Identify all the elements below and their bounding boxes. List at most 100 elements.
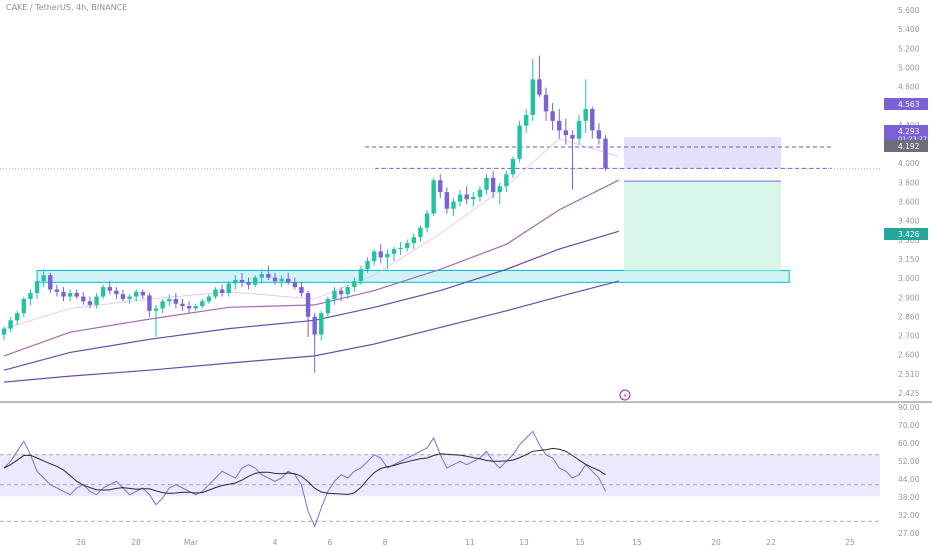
candle-body — [411, 237, 417, 244]
time-tick-label: 22 — [766, 538, 776, 547]
candle-body — [87, 301, 93, 305]
moving-average-line — [3, 280, 619, 383]
candle-body — [48, 275, 53, 290]
candle — [266, 265, 271, 280]
candle — [530, 59, 535, 121]
candle-body — [385, 253, 390, 258]
candle — [8, 316, 13, 333]
candle — [411, 233, 417, 250]
candle — [563, 118, 569, 145]
candle — [477, 186, 483, 202]
price-tick-label: 5.200 — [898, 44, 920, 53]
candle-body — [603, 138, 608, 169]
candle — [504, 170, 509, 193]
candle — [140, 289, 146, 299]
candle-body — [219, 289, 225, 294]
candle — [246, 277, 251, 290]
candle — [557, 108, 562, 139]
candle-body — [576, 120, 582, 139]
time-tick-label: 6 — [328, 538, 333, 547]
candle — [484, 174, 489, 195]
time-tick-label: 13 — [519, 538, 529, 547]
candle — [48, 272, 53, 294]
candle — [272, 272, 278, 285]
time-tick-label: Mar — [184, 538, 199, 547]
candle-body — [391, 249, 397, 254]
rsi-tick-label: 90.00 — [898, 403, 920, 412]
candle — [120, 289, 126, 302]
candle — [259, 269, 264, 284]
price-tick-label: 4.000 — [898, 159, 920, 168]
candle-body — [186, 306, 192, 309]
price-tick-label: 2.700 — [898, 332, 920, 341]
candle-body — [292, 282, 298, 288]
event-marker-icon — [619, 389, 631, 401]
candle — [54, 284, 60, 297]
candle — [147, 293, 152, 317]
candle-body — [537, 79, 542, 95]
candle — [398, 241, 403, 256]
candle — [21, 296, 27, 317]
candle-body — [160, 301, 165, 309]
candle-body — [424, 213, 430, 228]
candle-body — [200, 301, 205, 307]
candle — [583, 79, 588, 133]
candle — [517, 120, 522, 163]
candle-body — [206, 296, 212, 302]
candle — [226, 281, 231, 297]
candle-body — [464, 194, 469, 200]
candle-body — [54, 289, 60, 292]
countdown-bg — [884, 134, 928, 143]
candle-body — [563, 130, 569, 136]
candle-body — [226, 283, 231, 294]
candle — [405, 239, 410, 252]
time-tick-label: 4 — [273, 538, 278, 547]
candle-body — [444, 192, 450, 209]
candle-body — [107, 287, 112, 291]
candle — [186, 301, 192, 314]
candle-body — [517, 125, 522, 159]
moving-average-line — [3, 138, 619, 329]
candle-body — [523, 114, 529, 126]
rsi-band — [0, 454, 880, 497]
candle-body — [120, 294, 126, 299]
candle — [510, 156, 516, 178]
candle-body — [583, 108, 588, 121]
candle — [28, 289, 33, 305]
candle-body — [438, 180, 443, 193]
candle — [431, 177, 436, 216]
candle — [378, 244, 383, 264]
candle — [94, 293, 99, 309]
rsi-tick-label: 44.00 — [898, 475, 920, 484]
candle-body — [405, 243, 410, 248]
candle — [358, 265, 364, 285]
candle-body — [272, 277, 278, 282]
time-tick-label: 20 — [711, 538, 721, 547]
candle-body — [431, 180, 436, 214]
rsi-ma-line — [3, 447, 606, 496]
rsi-line — [3, 430, 606, 528]
candle — [424, 209, 430, 233]
candle — [74, 289, 79, 299]
candle — [471, 192, 476, 207]
price-tick-label: 5.000 — [898, 63, 920, 72]
candle — [286, 272, 291, 285]
candle — [590, 106, 595, 139]
price-tick-label: 3.150 — [898, 255, 920, 264]
candle — [193, 303, 198, 311]
rsi-tick-label: 60.00 — [898, 439, 920, 448]
time-tick-label: 26 — [76, 538, 86, 547]
candle-body — [259, 274, 264, 278]
candle — [464, 186, 469, 204]
candle-body — [543, 94, 549, 112]
candle-body — [213, 289, 218, 297]
candle — [325, 296, 331, 318]
candle-body — [100, 287, 106, 297]
candle-body — [21, 298, 27, 314]
rsi-tick-label: 27.00 — [898, 529, 920, 538]
candle — [299, 282, 304, 297]
price-tick-label: 4.800 — [898, 83, 920, 92]
candle — [352, 277, 357, 292]
chart-title: CAKE / TetherUS, 4h, BINANCE — [6, 3, 128, 12]
